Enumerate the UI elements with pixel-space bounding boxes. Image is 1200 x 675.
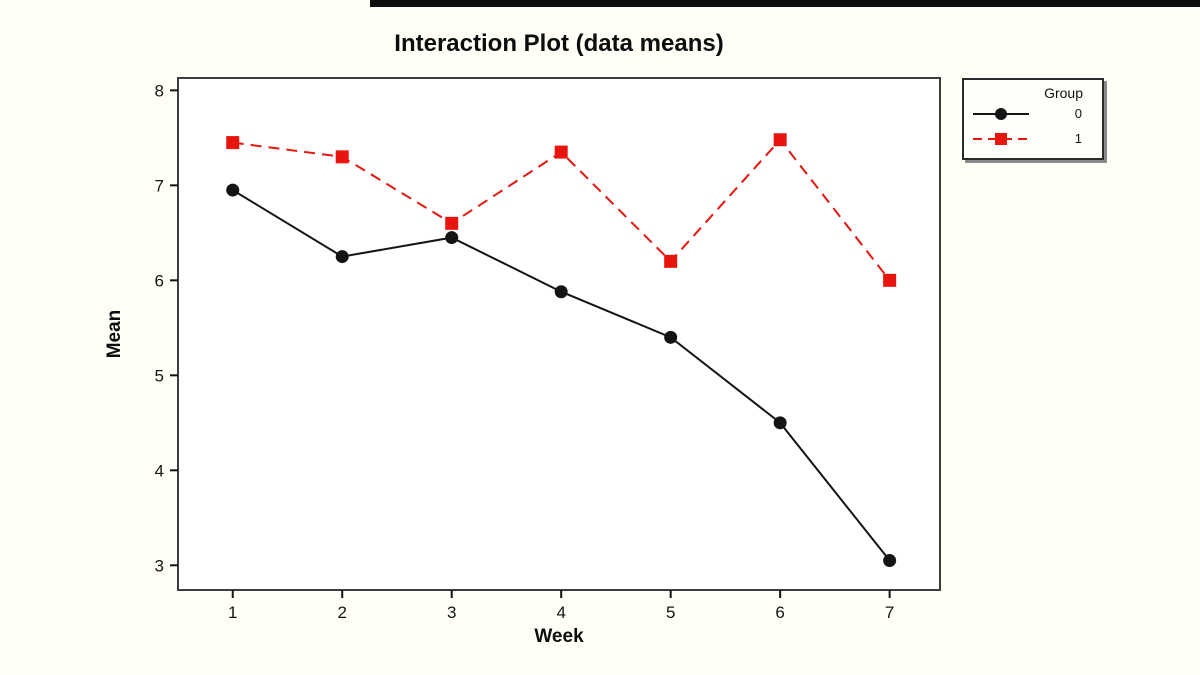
- y-tick-label: 3: [155, 556, 164, 575]
- data-point-group0: [883, 554, 897, 568]
- data-point-group1: [664, 254, 678, 268]
- data-point-group1: [335, 150, 349, 164]
- x-axis-label: Week: [534, 626, 584, 647]
- y-tick-label: 5: [155, 366, 164, 385]
- top-bar-decoration: [370, 0, 1200, 7]
- data-point-group0: [226, 183, 240, 197]
- data-point-group0: [554, 285, 568, 299]
- x-tick-label: 7: [885, 603, 894, 622]
- y-tick-label: 6: [155, 271, 164, 290]
- data-point-group0: [773, 416, 787, 430]
- legend-entry-0: 0: [964, 101, 1102, 126]
- x-tick-label: 6: [775, 603, 784, 622]
- x-tick-label: 3: [447, 603, 456, 622]
- y-tick-label: 7: [155, 176, 164, 195]
- x-tick-label: 5: [666, 603, 675, 622]
- legend-entry-1: 1: [964, 126, 1102, 151]
- legend-sample-dashed-square: [973, 132, 1029, 145]
- data-point-group1: [773, 133, 787, 147]
- legend-label: 0: [1074, 106, 1082, 121]
- data-point-group0: [664, 330, 678, 344]
- y-tick-label: 4: [155, 461, 164, 480]
- data-point-group0: [445, 231, 459, 245]
- chart-title: Interaction Plot (data means): [394, 30, 724, 57]
- data-point-group1: [554, 145, 568, 159]
- legend-sample-solid-circle: [973, 107, 1029, 120]
- y-axis-label: Mean: [104, 309, 125, 359]
- x-tick-label: 2: [337, 603, 346, 622]
- legend-title: Group: [1044, 85, 1083, 101]
- plot-frame: [177, 77, 941, 591]
- x-tick-label: 4: [556, 603, 565, 622]
- x-tick-label: 1: [228, 603, 237, 622]
- y-tick-label: 8: [155, 81, 164, 100]
- legend-label: 1: [1074, 131, 1082, 146]
- data-point-group1: [883, 273, 897, 287]
- data-point-group0: [335, 250, 349, 264]
- data-point-group1: [226, 136, 240, 150]
- data-point-group1: [445, 216, 459, 230]
